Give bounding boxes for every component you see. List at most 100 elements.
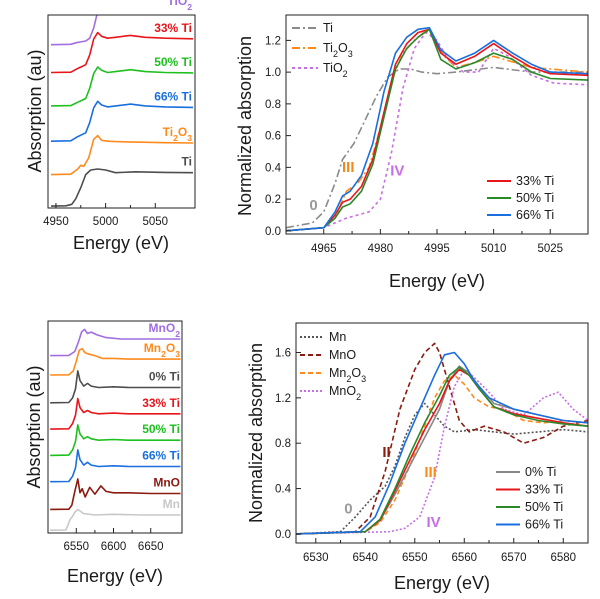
tick-group-mn-stacked: 6550 6600 6650 [63,528,164,553]
legend-label-ti-normalized-66pct-ti: 66% Ti [516,208,554,222]
xlabel-ti-normalized: Energy (eV) [389,271,485,291]
legend-label-ti-normalized-tio2: TiO2 [323,61,348,79]
legend-group-ti-normalized: Ti Ti2O3 TiO2 33% Ti 50% Ti 66% Ti [292,21,554,222]
xtick-label-mn-stacked: 6600 [101,541,127,553]
panel-ti-stacked: Absorption (au) 4950 5000 5050 Ti Ti2O3 66% … [25,0,196,253]
xtick-label-mn-stacked: 6550 [63,541,89,553]
series-label-mn-stacked-33pct-ti: 33% Ti [142,396,180,410]
series-group-mn-stacked [50,328,181,531]
panel-mn-stacked: Absorption (au) 6550 6600 6650 Mn MnO 66% Ti… [24,320,183,586]
series-line-mn-stacked-50pct-ti [50,424,181,457]
xlabel-ti-stacked: Energy (eV) [73,233,169,253]
axes-frame-mn-stacked [47,320,183,534]
series-line-mn-stacked-33pct-ti [50,397,181,430]
xtick-label-ti-normalized: 5025 [537,243,563,255]
label-group-mn-stacked: Mn MnO 66% Ti 50% Ti 33% Ti 0% Ti Mn2O3 MnO2 [142,321,180,511]
series-line-mn-stacked-0pct-ti [50,370,181,404]
series-line-mn-normalized-50pct-ti [296,366,588,535]
annotation-ti-normalized-iv: IV [390,162,404,179]
legend-bottom-mn-normalized: 0% Ti 33% Ti 50% Ti 66% Ti [496,465,563,532]
legend-label-mn-normalized-50pct-ti: 50% Ti [525,500,563,514]
label-group-ti-stacked: Ti Ti2O3 66% Ti 50% Ti 33% Ti TiO2 [154,0,192,169]
series-line-ti-stacked-66pct-ti [50,100,194,142]
xtick-label-mn-normalized: 6530 [303,552,329,564]
series-group-ti-stacked [50,15,194,207]
legend-label-mn-normalized-33pct-ti: 33% Ti [525,483,563,497]
series-label-mn-stacked-mno2: MnO2 [149,321,181,339]
xlabel-mn-normalized: Energy (eV) [394,573,490,593]
legend-label-mn-normalized-mn: Mn [329,330,346,344]
series-line-ti-stacked-ti [50,168,194,207]
series-line-mn-stacked-mn2o3 [50,347,181,376]
series-label-ti-stacked-ti2o3: Ti2O3 [163,125,193,143]
ytick-label-mn-normalized: 1.2 [275,393,291,405]
panel-ti-normalized: Normalized absorption 4965 4980 4995 5010 50… [235,14,589,291]
ytick-label-ti-normalized: 0.2 [265,194,281,206]
xtick-label-ti-stacked: 5050 [142,216,168,228]
xtick-label-mn-normalized: 6580 [550,552,576,564]
annotation-group-ti-normalized: 0 III IV [309,159,404,214]
series-line-mn-stacked-mn [50,508,181,531]
legend-top-ti-normalized: Ti Ti2O3 TiO2 [292,21,353,79]
series-line-mn-normalized-mn [296,402,588,535]
legend-bottom-ti-normalized: 33% Ti 50% Ti 66% Ti [487,174,554,222]
series-group-ti-normalized [286,26,588,232]
series-label-ti-stacked-50pct-ti: 50% Ti [154,55,192,69]
ytick-label-mn-normalized: 0.8 [275,438,291,450]
annotation-mn-normalized-0: 0 [344,501,352,518]
xtick-label-ti-stacked: 5000 [93,216,119,228]
annotation-ti-normalized-iii: III [342,159,355,176]
xtick-label-mn-normalized: 6570 [501,552,527,564]
tick-group-ti-stacked: 4950 5000 5050 [43,203,168,228]
ytick-label-ti-normalized: 0.6 [265,131,281,143]
tick-group-mn-normalized: 6530 6540 6550 6560 6570 6580 0.0 0.4 0.8 1.2 1.6 [275,347,576,564]
xtick-label-mn-normalized: 6550 [402,552,428,564]
series-line-mn-stacked-mno [50,478,181,511]
axes-frame-ti-normalized [285,14,589,235]
annotation-ti-normalized-0: 0 [309,197,317,214]
series-label-mn-stacked-mno: MnO [153,476,180,490]
xtick-label-mn-normalized: 6560 [451,552,477,564]
series-line-ti-normalized-50pct-ti [286,28,588,232]
ylabel-mn-normalized: Normalized absorption [246,343,266,523]
panel-mn-normalized: Normalized absorption 6530 6540 6550 6560 65… [246,322,589,593]
ytick-label-mn-normalized: 0.0 [275,529,291,541]
series-line-ti-stacked-ti2o3 [50,134,194,176]
series-group-mn-normalized [296,342,588,535]
series-line-mn-stacked-66pct-ti [50,449,181,483]
series-line-ti-normalized-tio2 [286,31,588,232]
legend-label-mn-normalized-mno2: MnO2 [329,384,361,402]
axes-frame-mn-normalized [295,322,589,544]
series-line-ti-stacked-33pct-ti [50,31,194,74]
legend-label-ti-normalized-50pct-ti: 50% Ti [516,191,554,205]
xtick-label-mn-normalized: 6540 [352,552,378,564]
xtick-label-ti-normalized: 4980 [368,243,394,255]
ytick-label-ti-normalized: 0.8 [265,99,281,111]
xtick-label-ti-stacked: 4950 [43,216,69,228]
legend-label-mn-normalized-mn2o3: Mn2O3 [329,366,366,384]
series-line-ti-normalized-66pct-ti [286,26,588,232]
xtick-label-ti-normalized: 4965 [311,243,337,255]
legend-label-ti-normalized-33pct-ti: 33% Ti [516,174,554,188]
ytick-label-ti-normalized: 1.0 [265,67,281,79]
series-line-mn-normalized-66pct-ti [296,351,588,535]
series-label-ti-stacked-tio2: TiO2 [167,0,192,12]
annotation-mn-normalized-iv: IV [426,514,440,531]
ylabel-mn-stacked: Absorption (au) [24,365,44,488]
legend-label-mn-normalized-66pct-ti: 66% Ti [525,518,563,532]
ytick-label-ti-normalized: 0.0 [265,226,281,238]
series-line-ti-stacked-tio2 [50,15,98,46]
series-line-ti-normalized-33pct-ti [286,28,588,232]
xtick-label-ti-normalized: 5010 [481,243,507,255]
series-line-mn-stacked-mno2 [50,328,181,357]
xtick-label-ti-normalized: 4995 [424,243,450,255]
ylabel-ti-normalized: Normalized absorption [235,36,255,216]
legend-label-mn-normalized-0pct-ti: 0% Ti [525,465,556,479]
ytick-label-mn-normalized: 0.4 [275,484,292,496]
series-line-mn-normalized-mn2o3 [296,374,588,535]
ylabel-ti-stacked: Absorption (au) [25,49,45,172]
series-line-mn-normalized-mno [296,342,588,535]
